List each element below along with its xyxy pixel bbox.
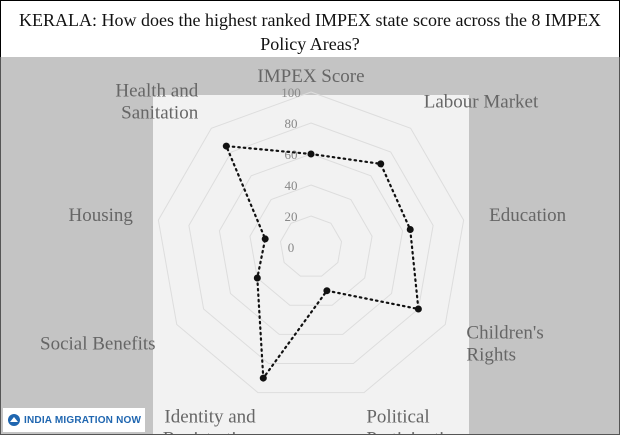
axis-label-line: Housing (68, 205, 133, 226)
grid-ring-80 (188, 122, 434, 365)
grid-ring-60 (218, 153, 404, 335)
grid-ring-100 (157, 91, 465, 394)
tick-label-0: 0 (288, 240, 295, 255)
axis-label-7: Housing (68, 205, 133, 226)
axis-label-line: Rights (466, 345, 516, 366)
tick-label-40: 40 (285, 178, 298, 193)
chart-panel (153, 95, 469, 434)
axis-label-3: Children's Rights (466, 323, 543, 366)
data-point-4 (323, 287, 331, 295)
data-point-0 (307, 150, 315, 158)
axis-label-line: Labour Market (424, 92, 539, 113)
logo-text: INDIA MIGRATION NOW (24, 414, 142, 426)
data-point-7 (261, 235, 269, 243)
data-point-6 (253, 274, 261, 282)
axis-label-line: Sanitation (121, 103, 199, 124)
axis-label-line: Children's (466, 323, 543, 344)
chart-title: KERALA: How does the highest ranked IMPE… (19, 10, 601, 54)
axis-label-0: IMPEX Score (257, 66, 364, 87)
data-point-8 (222, 142, 230, 150)
tick-label-100: 100 (281, 85, 301, 100)
axis-label-4: PoliticalParticipation (366, 406, 464, 434)
axis-label-6: Social Benefits (40, 334, 156, 355)
data-point-3 (414, 305, 422, 313)
data-point-2 (406, 226, 414, 234)
tick-label-60: 60 (285, 147, 298, 162)
logo-icon (8, 414, 20, 426)
axis-label-5: Identity andRegistration (163, 406, 256, 434)
data-point-1 (377, 160, 385, 168)
tick-label-20: 20 (285, 209, 298, 224)
axis-label-line: IMPEX Score (257, 66, 364, 87)
axis-label-line: Social Benefits (40, 334, 156, 355)
axis-label-line: Registration (163, 428, 256, 434)
grid-ring-20 (279, 215, 343, 277)
axis-label-line: Health and (115, 81, 198, 102)
logo: INDIA MIGRATION NOW (3, 408, 146, 432)
grid-ring-40 (249, 184, 373, 306)
tick-label-80: 80 (285, 116, 298, 131)
axis-label-line: Political (366, 406, 429, 427)
axis-label-8: Health and Sanitation (115, 81, 198, 124)
axis-label-1: Labour Market (424, 92, 539, 113)
axis-label-line: Education (489, 205, 567, 226)
plot-area: 0 20 40 60 80 100 IMPEX Score Labour Market Educ… (0, 57, 620, 435)
series-line (224, 144, 420, 382)
axis-label-2: Education (489, 205, 567, 226)
title-box: KERALA: How does the highest ranked IMPE… (0, 0, 620, 58)
data-point-5 (259, 374, 267, 382)
axis-label-line: Identity and (164, 406, 256, 427)
axis-label-line: Participation (366, 428, 464, 434)
